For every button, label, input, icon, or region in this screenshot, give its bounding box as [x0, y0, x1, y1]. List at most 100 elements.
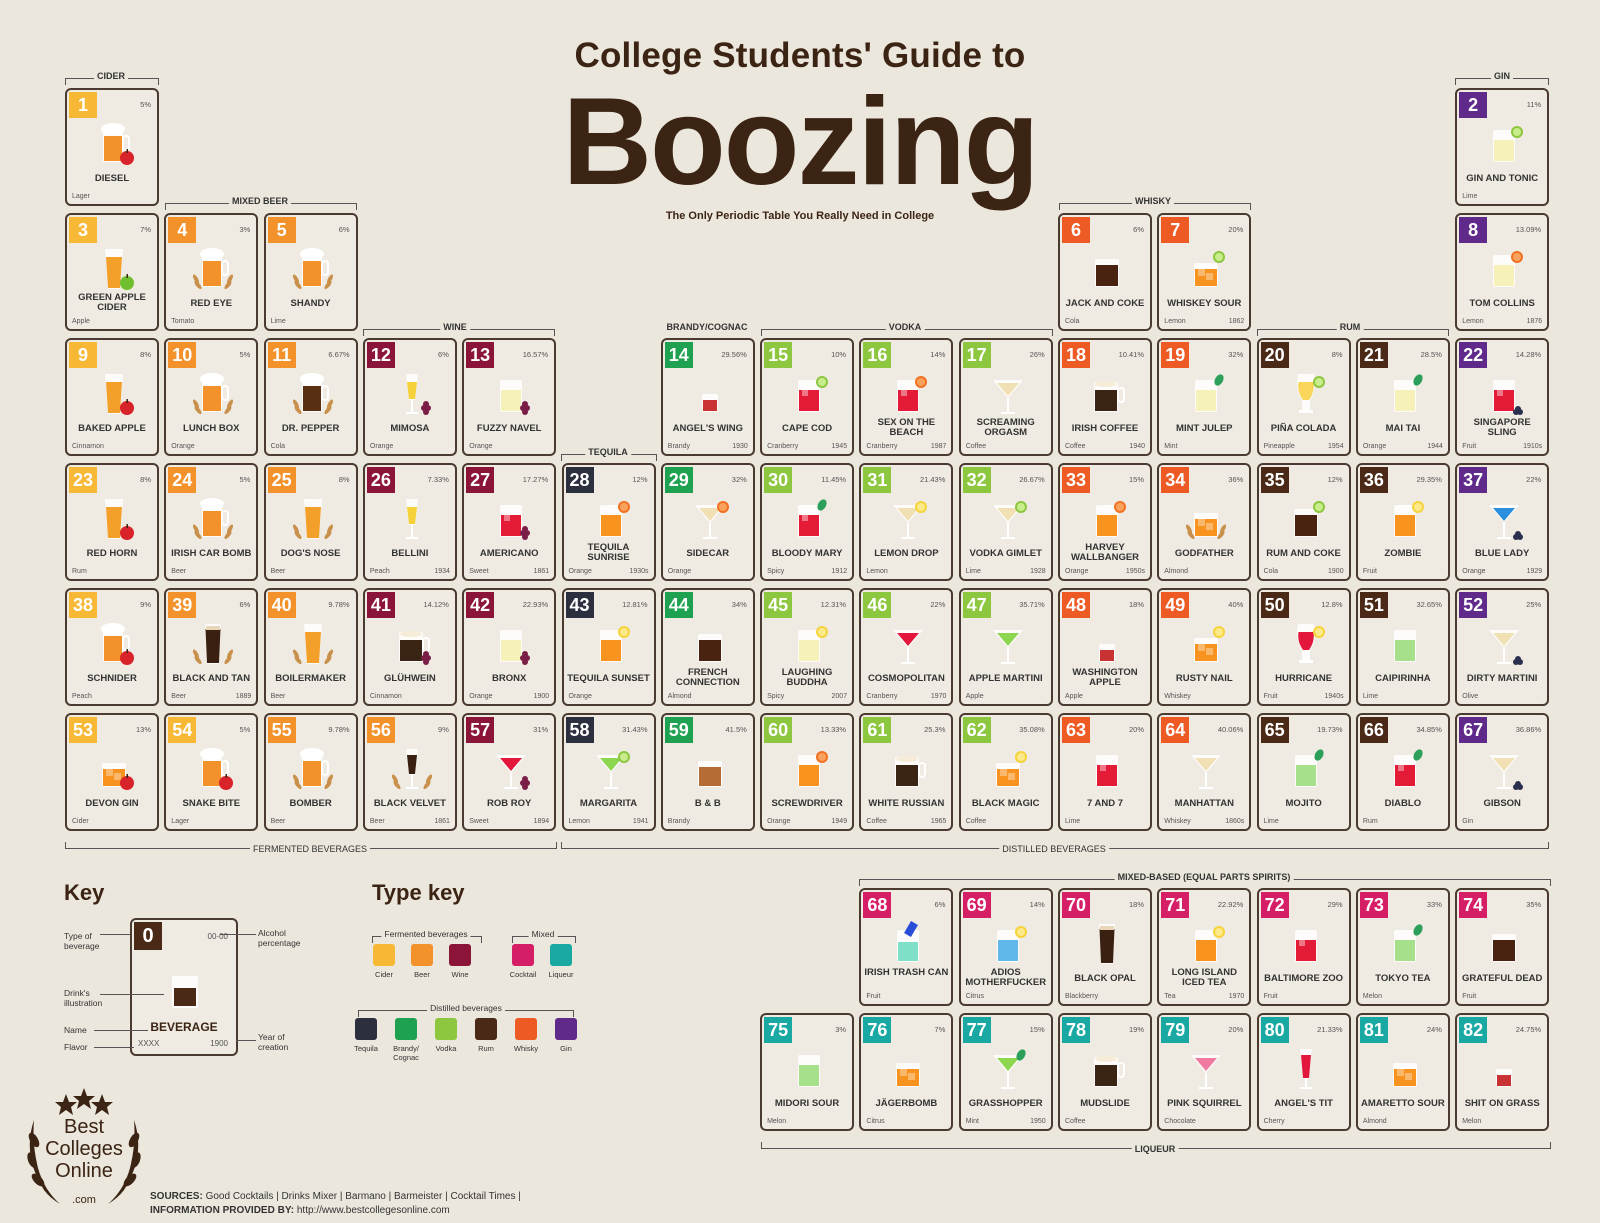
info-link[interactable]: http://www.bestcollegesonline.com	[296, 1205, 450, 1216]
element-number: 43	[565, 592, 594, 618]
element-flavor: Fruit	[1362, 568, 1377, 575]
key-label-flavor: Flavor	[64, 1042, 88, 1052]
element-alcohol-pct: 8%	[338, 475, 350, 484]
element-name: HARVEY WALLBANGER	[1070, 542, 1140, 563]
element-alcohol-pct: 16.57%	[522, 350, 549, 359]
element-name: BLACK MAGIC	[971, 798, 1040, 809]
element-name: TOM COLLINS	[1469, 298, 1535, 309]
element-alcohol-pct: 6.67%	[328, 350, 350, 359]
element-name: MANHATTAN	[1174, 798, 1234, 809]
element-alcohol-pct: 21.33%	[1317, 1025, 1343, 1034]
element-alcohol-pct: 12.8%	[1321, 600, 1343, 609]
drink-illustration-icon	[292, 370, 334, 418]
element-cell: 51 32.65% CAIPIRINHA Lime	[1355, 588, 1450, 706]
element-cell: 59 41.5% B & B Brandy	[660, 713, 755, 831]
element-name: LONG ISLAND ICED TEA	[1171, 967, 1238, 988]
element-flavor: Cranberry	[866, 443, 898, 450]
element-flavor: Lime	[1462, 193, 1478, 200]
element-name: GREEN APPLE CIDER	[78, 292, 146, 313]
element-alcohol-pct: 31%	[533, 725, 549, 734]
drink-illustration-icon	[987, 370, 1029, 418]
element-alcohol-pct: 9%	[140, 600, 151, 609]
element-year: 1954	[1328, 443, 1344, 450]
element-number: 58	[565, 717, 594, 743]
wine-label: WINE	[440, 322, 470, 332]
element-flavor: Orange	[767, 818, 791, 825]
element-name: DOG'S NOSE	[280, 548, 341, 559]
element-cell: 66 34.85% DIABLO Rum	[1355, 713, 1450, 831]
element-alcohol-pct: 41.5%	[725, 725, 747, 734]
element-number: 34	[1161, 467, 1190, 493]
element-alcohol-pct: 40.06%	[1217, 725, 1244, 734]
element-cell: 56 9% BLACK VELVET Beer 1861	[362, 713, 457, 831]
element-year: 1941	[632, 818, 649, 825]
drink-illustration-icon	[689, 745, 731, 793]
element-number: 63	[1062, 717, 1090, 743]
element-cell: 36 29.35% ZOMBIE Fruit	[1355, 463, 1450, 581]
element-alcohol-pct: 5%	[239, 475, 251, 484]
drink-illustration-icon	[391, 370, 433, 418]
element-alcohol-pct: 35.71%	[1019, 600, 1045, 609]
element-cell: 11 6.67% DR. PEPPER Cola	[263, 338, 358, 456]
element-number: 4	[168, 217, 197, 243]
element-flavor: Lemon	[1164, 318, 1186, 325]
element-name: MIMOSA	[390, 423, 430, 434]
element-year: 1934	[434, 568, 450, 575]
element-cell: 48 18% WASHINGTON APPLE Apple	[1058, 588, 1152, 706]
element-flavor: Almond	[1362, 1118, 1387, 1125]
element-alcohol-pct: 25%	[1526, 600, 1542, 609]
element-alcohol-pct: 12.81%	[622, 600, 648, 609]
element-cell: 47 35.71% APPLE MARTINI Apple	[958, 588, 1053, 706]
element-alcohol-pct: 13.33%	[820, 725, 847, 734]
element-cell: 4 3% RED EYE Tomato	[164, 213, 259, 331]
element-number: 14	[664, 342, 693, 368]
element-flavor: Rum	[1362, 818, 1378, 825]
element-name: BLACK AND TAN	[172, 673, 251, 684]
element-alcohol-pct: 32%	[731, 475, 747, 484]
element-year: 1928	[1030, 568, 1046, 575]
element-alcohol-pct: 5%	[140, 100, 151, 109]
key-label-illustration: Drink's illustration	[64, 988, 103, 1008]
drink-illustration-icon	[1086, 920, 1128, 968]
element-flavor: Orange	[369, 443, 394, 450]
element-cell: 53 13% DEVON GIN Cider	[65, 713, 159, 831]
element-number: 57	[466, 717, 495, 743]
element-alcohol-pct: 7.33%	[427, 475, 449, 484]
drink-illustration-icon	[93, 495, 135, 543]
drink-illustration-icon	[1384, 745, 1426, 793]
distilled-label: DISTILLED BEVERAGES	[999, 844, 1109, 854]
type-swatch	[355, 1018, 377, 1040]
element-flavor: Cinnamon	[72, 443, 104, 450]
element-alcohol-pct: 34%	[731, 600, 747, 609]
element-flavor: Lime	[270, 318, 286, 325]
subtitle: The Only Periodic Table You Really Need …	[665, 210, 935, 222]
element-year: 1930s	[629, 568, 649, 575]
element-year: 1912	[831, 568, 848, 575]
element-alcohol-pct: 32%	[1228, 350, 1244, 359]
drink-illustration-icon	[93, 620, 135, 668]
drink-illustration-icon	[590, 495, 632, 543]
element-name: BLACK OPAL	[1074, 973, 1136, 984]
mixed-beer-label: MIXED BEER	[228, 196, 292, 206]
element-number: 22	[1459, 342, 1488, 368]
element-name: BALTIMORE ZOO	[1264, 973, 1344, 984]
drink-illustration-icon	[1185, 245, 1227, 293]
element-flavor: Tea	[1164, 993, 1176, 1000]
sources-line: SOURCES: Good Cocktails | Drinks Mixer |…	[150, 1190, 521, 1204]
element-flavor: Beer	[270, 693, 286, 700]
element-cell: 75 3% MIDORI SOUR Melon	[760, 1013, 855, 1131]
element-name: SCHNIDER	[87, 673, 137, 684]
type-key-heading: Type key	[372, 880, 465, 905]
element-cell: 33 15% HARVEY WALLBANGER Orange 1950s	[1058, 463, 1152, 581]
element-cell: 64 40.06% MANHATTAN Whiskey 1860s	[1157, 713, 1252, 831]
element-flavor: Fruit	[866, 993, 881, 1000]
element-flavor: Orange	[1362, 443, 1387, 450]
key-sample-cell: 0 00-00 BEVERAGE XXXX 1900	[130, 918, 238, 1056]
element-number: 2	[1459, 92, 1488, 118]
element-name: 7 AND 7	[1086, 798, 1124, 809]
drink-illustration-icon	[788, 620, 830, 668]
element-flavor: Lemon	[866, 568, 888, 575]
type-swatch	[411, 944, 433, 966]
element-number: 28	[565, 467, 594, 493]
element-number: 69	[962, 892, 991, 918]
